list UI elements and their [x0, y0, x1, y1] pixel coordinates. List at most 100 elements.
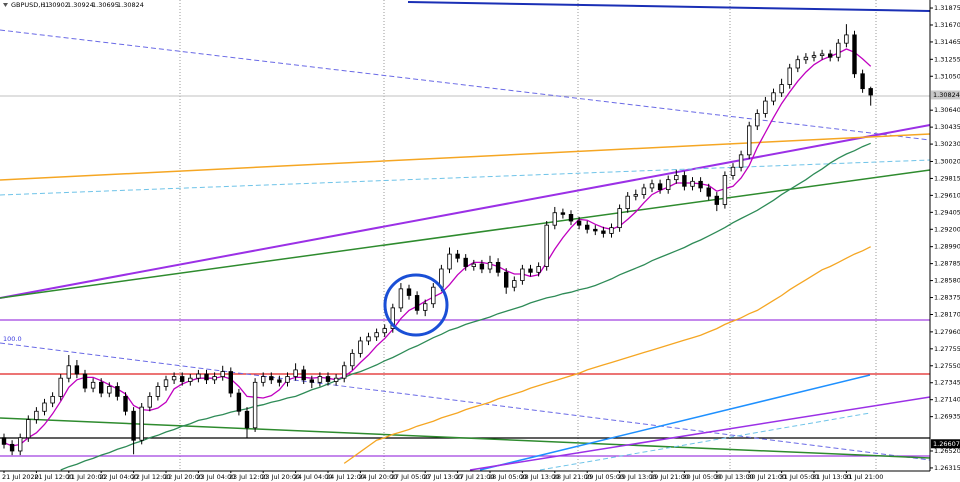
y-tick-label: 1.28170: [934, 310, 960, 318]
candle-body: [260, 376, 266, 383]
y-tick-label: 1.27140: [934, 396, 960, 404]
candle-body: [390, 307, 395, 329]
candle-body: [414, 295, 420, 311]
drawings: [0, 1, 931, 471]
candle-body: [398, 288, 404, 309]
candle-body: [139, 406, 144, 441]
candle-body: [147, 395, 152, 408]
candle-body: [730, 166, 736, 176]
candle-body: [26, 419, 31, 439]
candles: [1, 24, 873, 456]
candle-body: [317, 376, 323, 383]
candle-body: [479, 263, 485, 270]
trendline: [0, 124, 931, 299]
candle-body: [463, 257, 468, 267]
candle-body: [471, 263, 476, 267]
candle-body: [698, 180, 703, 189]
x-tick-label: 29 Jul 05:00: [585, 473, 624, 481]
candle-body: [674, 175, 679, 181]
trendline: [0, 29, 931, 141]
moving-average: [60, 142, 871, 471]
candle-body: [666, 179, 671, 190]
x-tick-label: 24 Jul 12:00: [326, 473, 365, 481]
price-marker: [931, 439, 960, 449]
candle-body: [82, 373, 88, 389]
candle-body: [17, 437, 23, 452]
y-tick-label: 1.27550: [934, 362, 960, 370]
x-tick-label: 28 Jul 21:00: [553, 473, 592, 481]
candle-body: [301, 369, 306, 381]
trendline: [0, 417, 931, 459]
axes: 1.31875 1.31670 1.31465 1.31255 1.31050 1.306…: [2, 4, 960, 481]
candle-body: [171, 376, 177, 381]
candle-body: [747, 125, 752, 156]
candle-body: [431, 286, 436, 305]
candle-body: [771, 92, 776, 102]
candle-body: [795, 59, 800, 69]
candle-body: [706, 187, 711, 197]
candle-body: [131, 410, 136, 441]
y-tick-label: 1.27345: [934, 379, 960, 387]
candle-body: [528, 268, 533, 273]
candle-body: [179, 376, 185, 382]
candle-body: [536, 266, 541, 273]
candle-body: [333, 377, 339, 382]
header-high: 1.30924: [67, 1, 94, 9]
candle-body: [74, 365, 80, 375]
candle-body: [196, 373, 201, 379]
y-tick-label: 1.30435: [934, 123, 960, 131]
candle-body: [657, 183, 663, 190]
candle-body: [593, 228, 598, 232]
x-tick-label: 22 Jul 04:00: [99, 473, 138, 481]
candle-body: [495, 261, 501, 273]
candle-body: [1, 437, 7, 445]
x-tick-label: 23 Jul 04:00: [196, 473, 235, 481]
header-open: 1.30902: [42, 1, 69, 9]
x-tick-label: 28 Jul 05:00: [488, 473, 527, 481]
candle-body: [341, 365, 347, 379]
candle-body: [293, 369, 298, 377]
candle-body: [487, 261, 493, 270]
x-tick-label: 23 Jul 12:00: [229, 473, 268, 481]
candle-body: [649, 183, 655, 189]
x-tick-label: 21 Jul 12:00: [34, 473, 73, 481]
x-tick-label: 24 Jul 04:00: [294, 473, 333, 481]
y-tick-label: 1.26315: [934, 464, 960, 472]
price-marker: [931, 90, 960, 100]
candle-body: [115, 386, 120, 397]
candle-body: [722, 175, 728, 205]
candle-body: [755, 113, 760, 127]
candle-body: [309, 379, 314, 383]
moving-average: [343, 246, 871, 464]
candle-body: [99, 381, 104, 394]
candle-body: [358, 340, 363, 354]
candle-body: [447, 253, 452, 270]
y-tick-label: 1.31465: [934, 38, 960, 46]
candle-body: [633, 194, 638, 197]
candle-body: [763, 100, 768, 114]
candle-body: [277, 379, 282, 383]
x-tick-label: 27 Jul 05:00: [391, 473, 430, 481]
candle-body: [552, 212, 557, 226]
y-tick-label: 1.29405: [934, 208, 960, 216]
candle-body: [366, 336, 371, 342]
y-tick-label: 1.28785: [934, 260, 960, 268]
candle-body: [42, 402, 47, 412]
candle-body: [512, 280, 517, 288]
period-separators: [179, 0, 877, 470]
candle-body: [382, 328, 387, 334]
y-tick-label: 1.31670: [934, 21, 960, 29]
x-tick-label: 29 Jul 13:00: [618, 473, 657, 481]
candle-body: [228, 371, 233, 394]
candle-body: [576, 220, 582, 226]
candle-body: [819, 53, 825, 56]
trendline: [0, 133, 931, 181]
candle-body: [860, 73, 865, 90]
x-tick-label: 27 Jul 21:00: [456, 473, 495, 481]
y-tick-label: 1.29815: [934, 174, 960, 182]
price-marker-label: 1.26607: [933, 440, 960, 448]
y-tick-label: 1.27960: [934, 328, 960, 336]
candle-body: [617, 208, 622, 229]
